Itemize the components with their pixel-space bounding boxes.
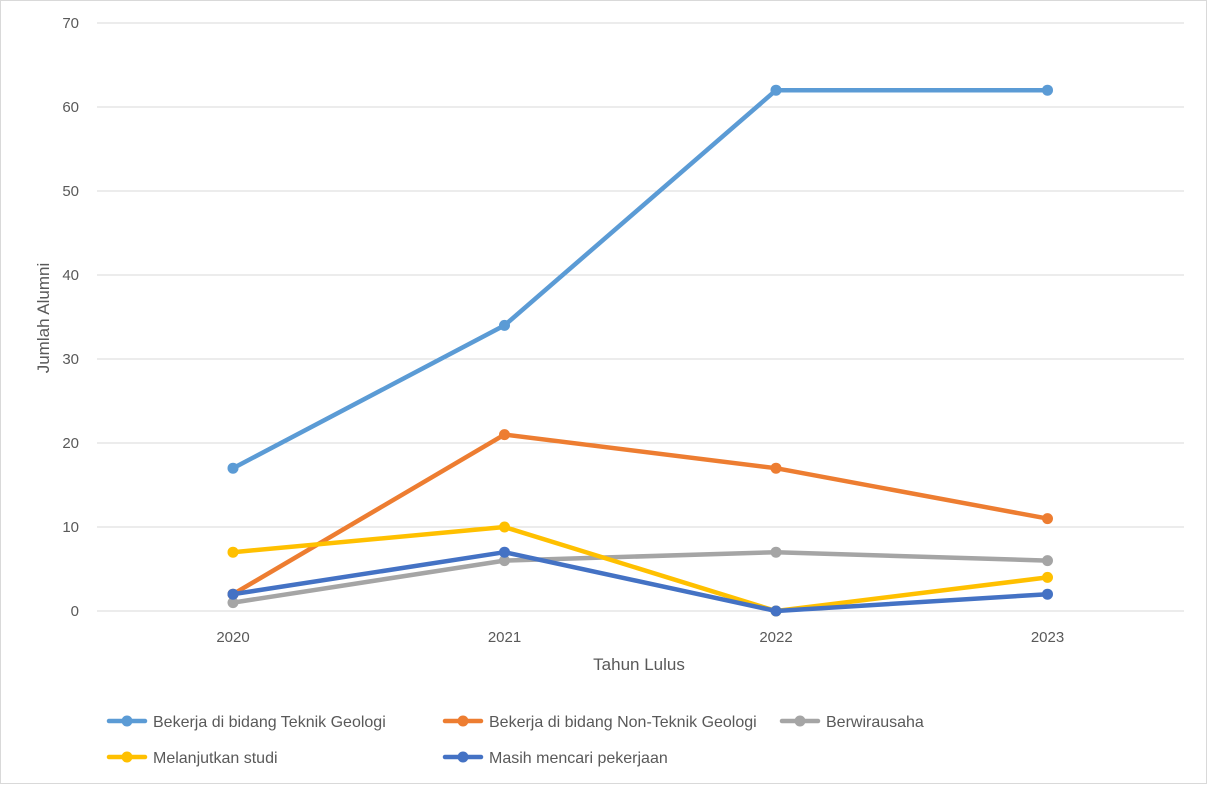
data-point: [1042, 555, 1053, 567]
data-point: [1042, 513, 1053, 525]
data-point: [770, 546, 782, 558]
legend-marker: [457, 751, 469, 763]
data-point: [499, 319, 510, 331]
legend-marker: [121, 751, 133, 763]
legend-marker: [121, 715, 133, 727]
y-tick-label: 10: [62, 519, 79, 536]
y-tick-label: 60: [62, 99, 79, 116]
x-tick-label: 2020: [216, 629, 249, 646]
data-point: [227, 597, 239, 609]
y-tick-label: 70: [62, 15, 79, 32]
legend-item: Bekerja di bidang Teknik Geologi: [106, 714, 386, 731]
y-axis-title: Jumlah Alumni: [34, 263, 53, 374]
data-point: [227, 588, 239, 600]
data-point: [227, 462, 239, 474]
data-point: [770, 605, 782, 617]
x-tick-label: 2021: [488, 629, 521, 646]
y-tick-label: 0: [71, 603, 79, 620]
y-tick-label: 50: [62, 183, 79, 200]
data-point: [499, 521, 510, 533]
legend-item: Masih mencari pekerjaan: [442, 750, 668, 767]
legend-label: Berwirausaha: [826, 714, 924, 731]
gridlines: [97, 22, 1184, 612]
series-lines: [227, 84, 1053, 617]
x-tick-label: 2023: [1031, 629, 1064, 646]
y-tick-label: 30: [62, 351, 79, 368]
series-1: [227, 84, 1053, 474]
legend: Bekerja di bidang Teknik Geologi Bekerja …: [106, 714, 924, 767]
data-point: [770, 462, 782, 474]
legend-marker: [794, 715, 806, 727]
data-point: [227, 546, 239, 558]
legend-label: Melanjutkan studi: [153, 750, 278, 767]
data-point: [1042, 588, 1053, 600]
legend-label: Bekerja di bidang Non-Teknik Geologi: [489, 714, 757, 731]
legend-item: Bekerja di bidang Non-Teknik Geologi: [442, 714, 757, 731]
x-axis-title: Tahun Lulus: [593, 655, 685, 674]
x-axis-ticks: 2020 2021 2022 2023: [216, 629, 1064, 646]
y-tick-label: 40: [62, 267, 79, 284]
legend-item: Melanjutkan studi: [106, 750, 278, 767]
legend-item: Berwirausaha: [779, 714, 924, 731]
series-line: [230, 87, 1050, 471]
data-point: [770, 84, 782, 96]
data-point: [499, 429, 510, 441]
series-line: [230, 524, 1050, 614]
y-axis-ticks: 0 10 20 30 40 50 60 70: [62, 15, 79, 620]
data-point: [1042, 84, 1053, 96]
data-point: [499, 546, 510, 558]
data-point: [499, 555, 510, 567]
legend-label: Masih mencari pekerjaan: [489, 750, 668, 767]
data-point: [1042, 571, 1053, 583]
series-line: [230, 549, 1050, 614]
legend-marker: [457, 715, 469, 727]
y-tick-label: 20: [62, 435, 79, 452]
series-5: [227, 546, 1053, 617]
x-tick-label: 2022: [759, 629, 792, 646]
series-line: [230, 549, 1050, 605]
series-3: [227, 546, 1053, 609]
series-line: [230, 432, 1050, 597]
legend-label: Bekerja di bidang Teknik Geologi: [153, 714, 386, 731]
